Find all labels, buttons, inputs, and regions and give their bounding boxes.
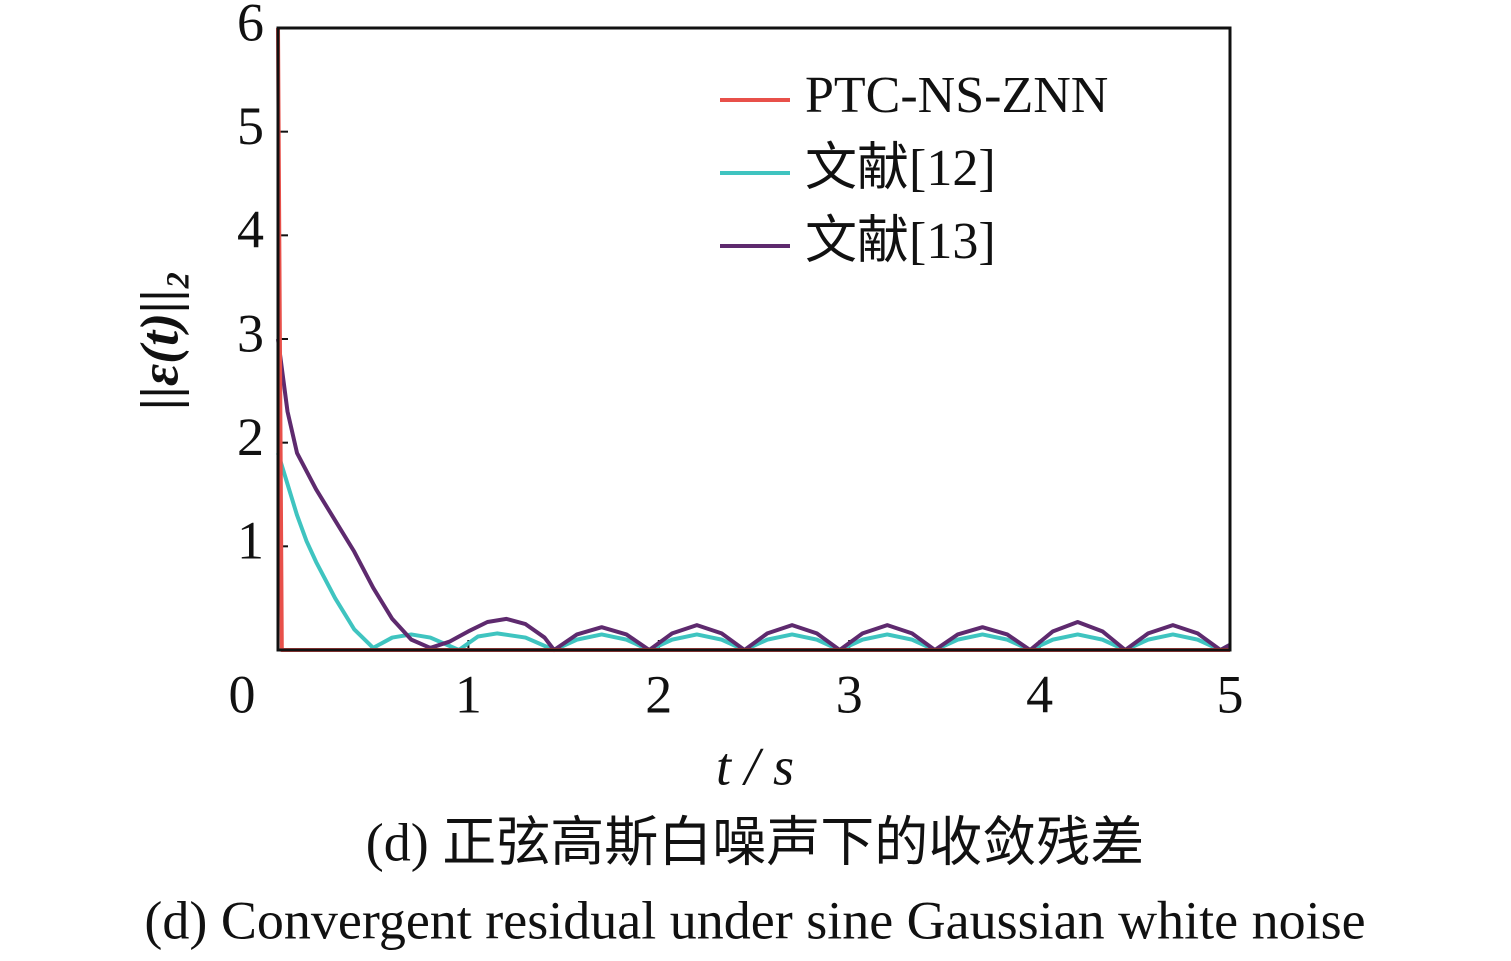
caption-en: (d) Convergent residual under sine Gauss…: [144, 890, 1365, 950]
x-tick-label: 0: [229, 664, 256, 724]
x-tick-label: 1: [455, 664, 482, 724]
y-axis-label: ||ε(t)||₂: [129, 270, 189, 410]
x-tick-label: 4: [1026, 664, 1053, 724]
legend-label: PTC-NS-ZNN: [805, 67, 1108, 124]
series-line: [276, 338, 1231, 652]
y-tick-label: 6: [237, 0, 264, 52]
x-tick-label: 2: [645, 664, 672, 724]
caption-zh: (d) 正弦高斯白噪声下的收敛残差: [366, 812, 1144, 872]
y-tick-label: 5: [237, 96, 264, 156]
series-line: [276, 452, 1231, 652]
y-tick-label: 2: [237, 407, 264, 467]
x-tick-label: 5: [1217, 664, 1244, 724]
legend-label: 文献[12]: [805, 140, 996, 197]
y-tick-label: 1: [237, 511, 264, 571]
legend-label: 文献[13]: [805, 213, 996, 270]
x-axis-label: t / s: [716, 736, 794, 796]
plot-frame: [276, 26, 1232, 652]
x-tick-label: 3: [836, 664, 863, 724]
y-tick-label: 4: [237, 200, 264, 260]
y-tick-label: 3: [237, 303, 264, 363]
